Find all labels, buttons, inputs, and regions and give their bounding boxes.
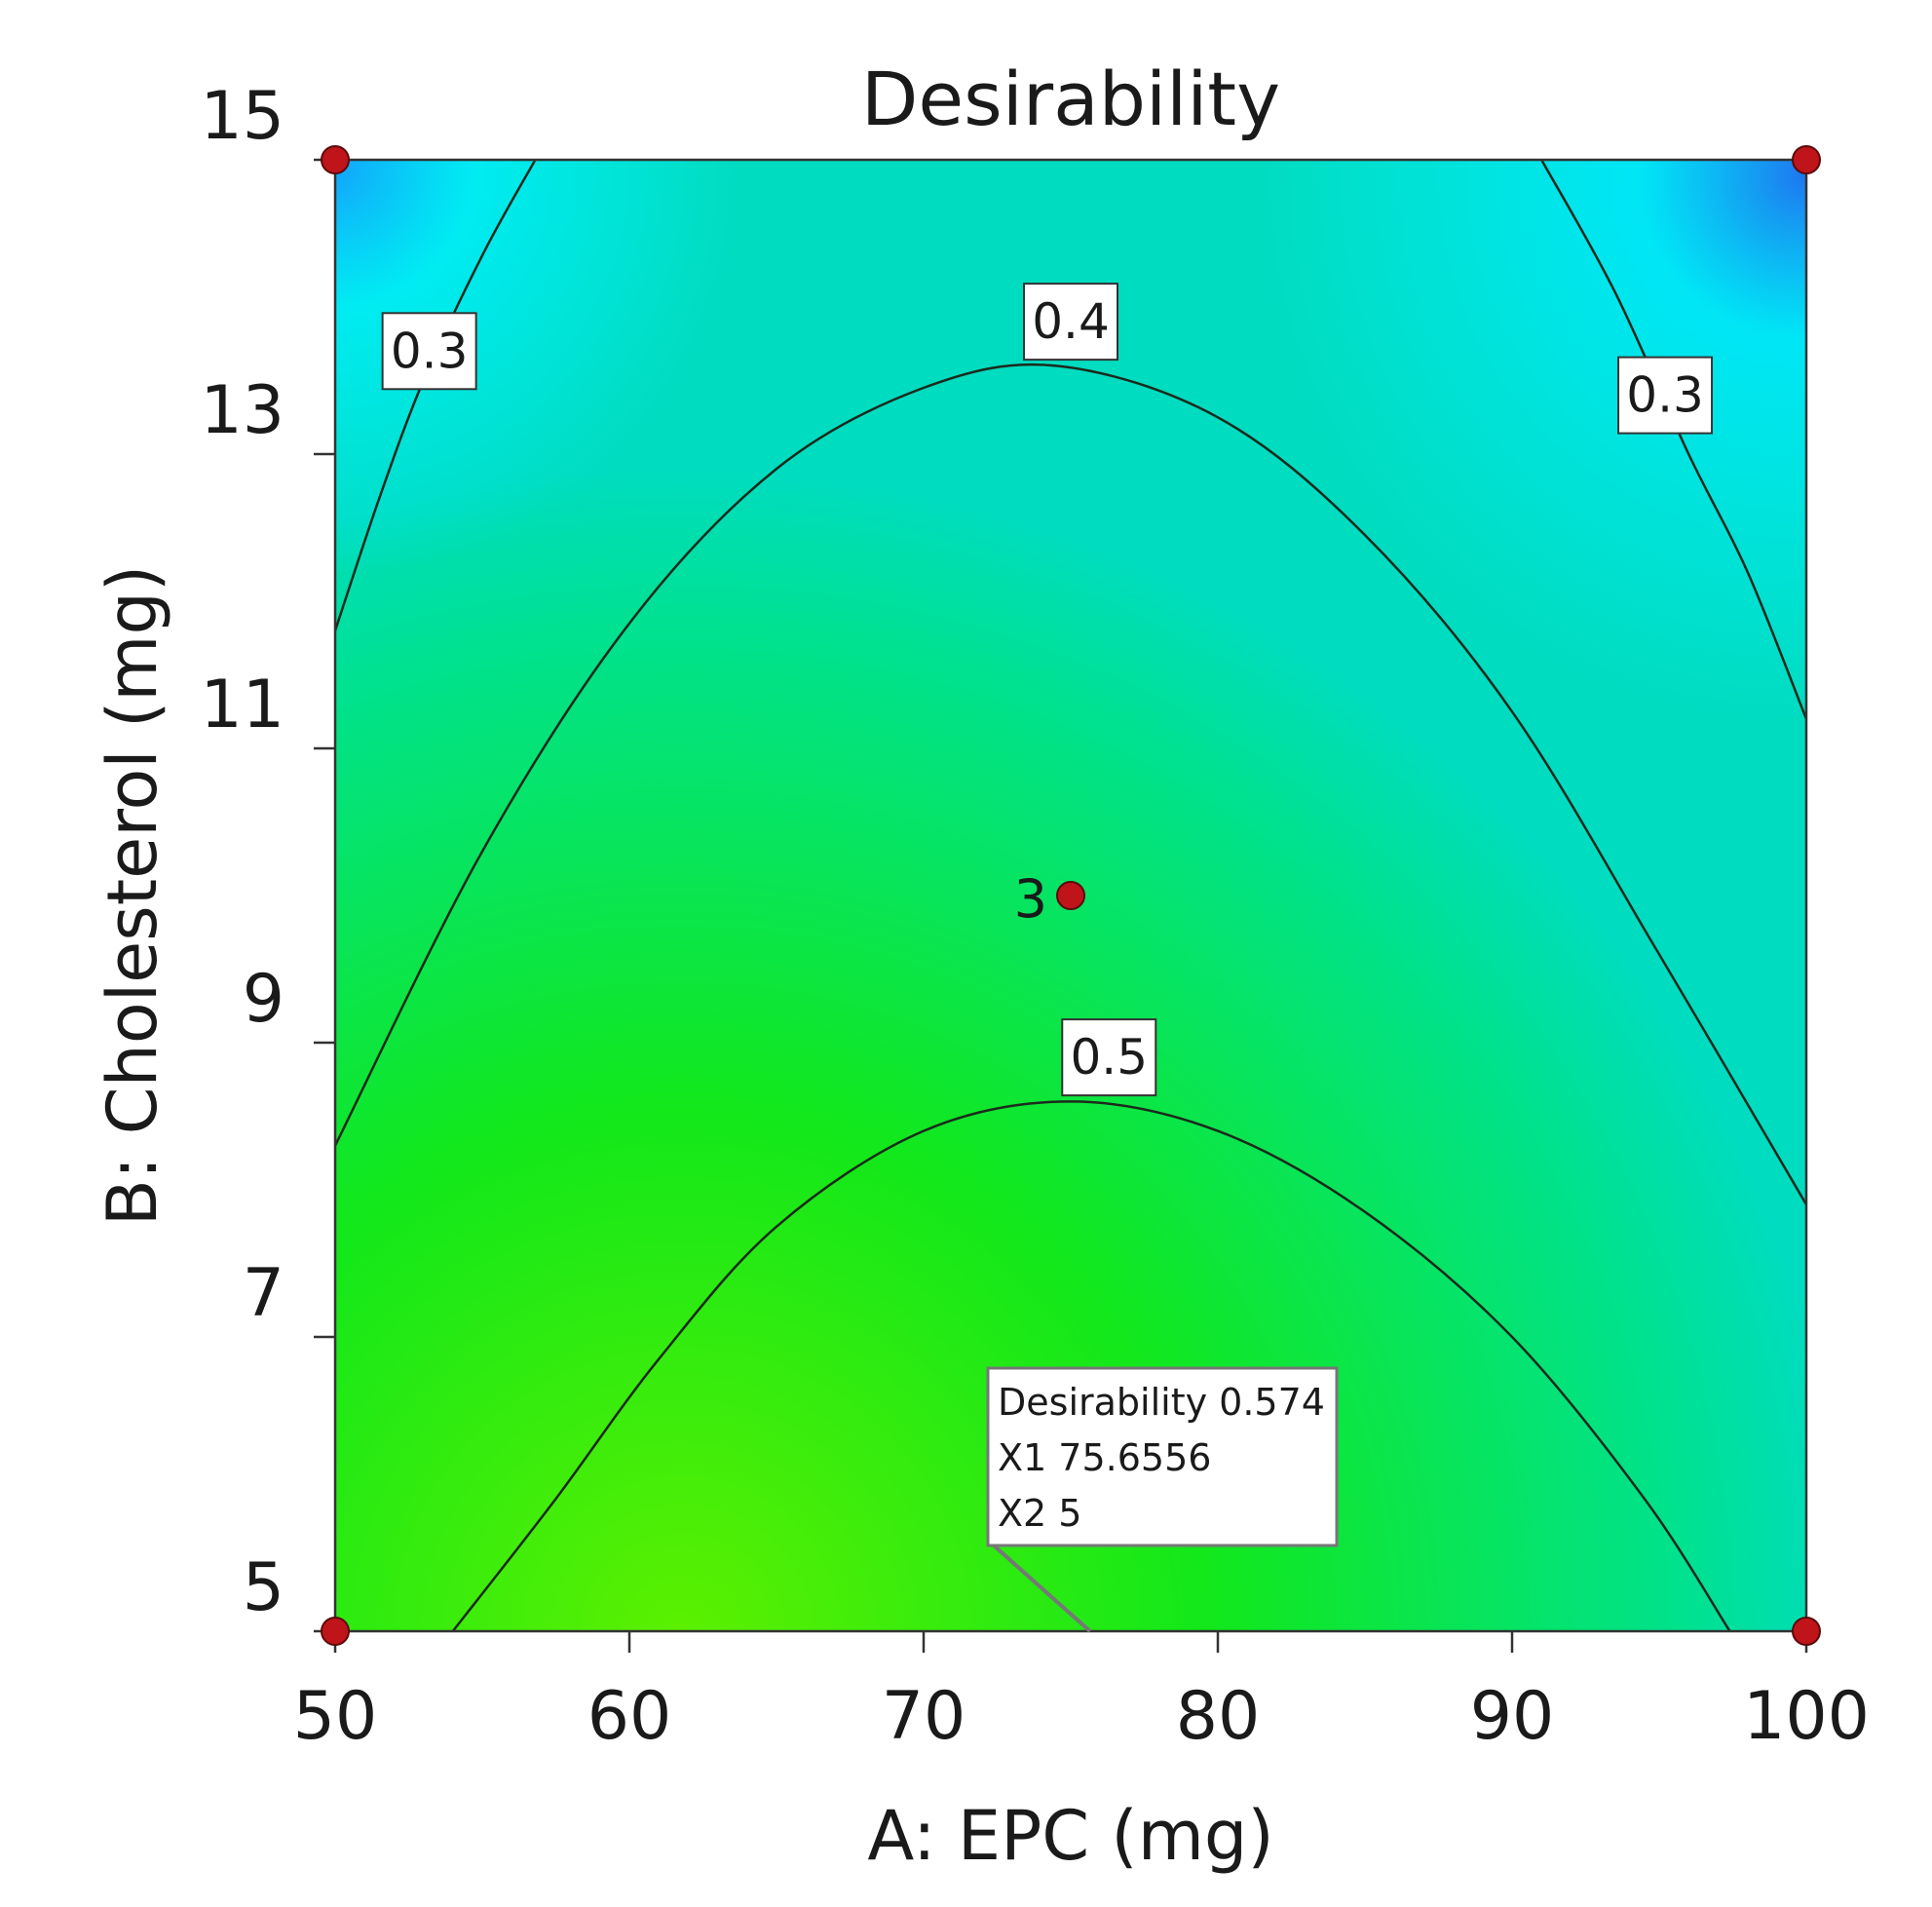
flag-text-line: Desirability 0.574 (998, 1381, 1325, 1424)
x-axis-ticks: 50 60 70 80 90 100 (293, 1631, 1870, 1755)
y-tick-label: 9 (243, 961, 284, 1038)
flag-text-line: X1 75.6556 (998, 1436, 1211, 1479)
chart-title: Desirability (861, 56, 1280, 142)
y-tick-label: 11 (200, 667, 284, 744)
plot-frame (333, 158, 1808, 1633)
design-point (321, 145, 350, 174)
flag-text-line: X2 5 (998, 1492, 1081, 1535)
contour-label-box (1061, 1018, 1157, 1097)
x-tick-label: 90 (1470, 1678, 1555, 1755)
contour-label: 0.3 (1626, 367, 1704, 424)
contour-label: 0.5 (1070, 1029, 1148, 1086)
x-tick-label: 80 (1176, 1678, 1261, 1755)
design-point (1792, 1617, 1821, 1646)
flag-group: Desirability 0.574 X1 75.6556 X2 5 (986, 1366, 1339, 1633)
contour-label: 0.4 (1032, 293, 1110, 350)
x-axis-label: A: EPC (mg) (867, 1796, 1273, 1876)
contour-label-box (1023, 283, 1118, 362)
flag-box (986, 1366, 1339, 1547)
design-point (1056, 881, 1085, 910)
contour-line-0.3 (1540, 160, 1806, 720)
contour-label-box (381, 312, 477, 391)
design-point (1792, 145, 1821, 174)
y-axis-ticks: 5 7 9 11 13 15 (200, 78, 335, 1633)
contour-label: 0.3 (391, 323, 469, 379)
x-tick-label: 100 (1743, 1678, 1870, 1755)
y-tick-label: 7 (243, 1255, 284, 1332)
design-points: 3 (321, 145, 1821, 1646)
x-tick-label: 60 (587, 1678, 672, 1755)
contour-labels: 0.3 0.3 0.4 0.5 (381, 283, 1714, 1097)
x-tick-label: 50 (293, 1678, 378, 1755)
y-axis-label: B: Cholesterol (mg) (93, 565, 172, 1226)
y-tick-label: 5 (243, 1549, 284, 1626)
contour-label-box (1617, 356, 1714, 435)
y-tick-label: 15 (200, 78, 284, 155)
contour-lines (335, 160, 1806, 1631)
design-point (321, 1617, 350, 1646)
flag-pointer (992, 1544, 1092, 1633)
design-point-label: 3 (1014, 868, 1047, 930)
x-tick-label: 70 (882, 1678, 966, 1755)
contour-line-0.4 (335, 362, 1806, 1205)
y-tick-label: 13 (200, 372, 284, 449)
contour-line-0.5 (451, 1100, 1731, 1631)
